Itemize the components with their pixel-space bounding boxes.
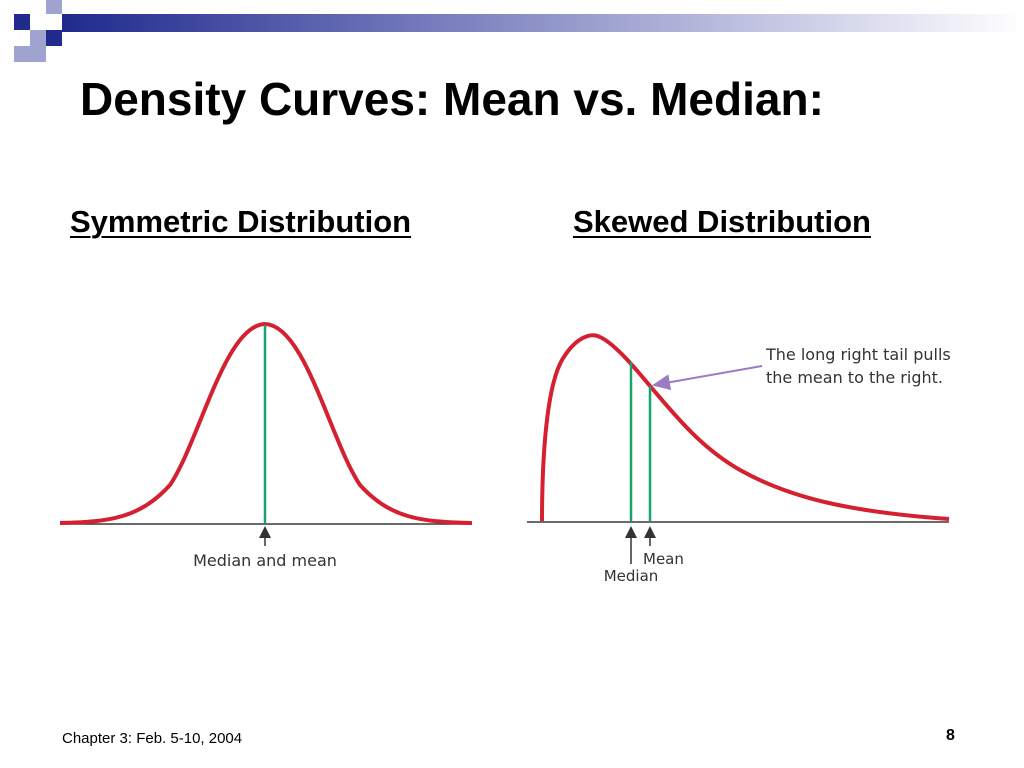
median-mean-label: Median and mean [193,551,337,570]
slide-decoration [14,0,1024,62]
deco-square [30,46,46,62]
slide-title: Density Curves: Mean vs. Median: [80,73,824,125]
deco-square [14,14,30,30]
skewed-curve [540,333,950,522]
skewed-panel: Mean Median The long right tail pulls th… [527,333,951,585]
slide-footer: Chapter 3: Feb. 5-10, 2004 [62,730,243,747]
symmetric-curve [59,321,473,525]
median-label: Median [604,567,659,585]
symmetric-heading: Symmetric Distribution [70,204,412,239]
mean-label: Mean [643,550,684,568]
header-gradient-bar [62,14,1024,32]
deco-square [30,30,46,46]
deco-square [46,0,62,14]
tail-annotation-arrow [652,365,763,391]
tail-annotation-line1: The long right tail pulls [765,345,951,364]
deco-square [46,30,62,46]
tail-annotation-line2: the mean to the right. [766,368,943,387]
skewed-heading: Skewed Distribution [573,204,871,239]
symmetric-panel: Median and mean [59,321,473,570]
page-number: 8 [946,727,955,744]
deco-square [14,46,30,62]
